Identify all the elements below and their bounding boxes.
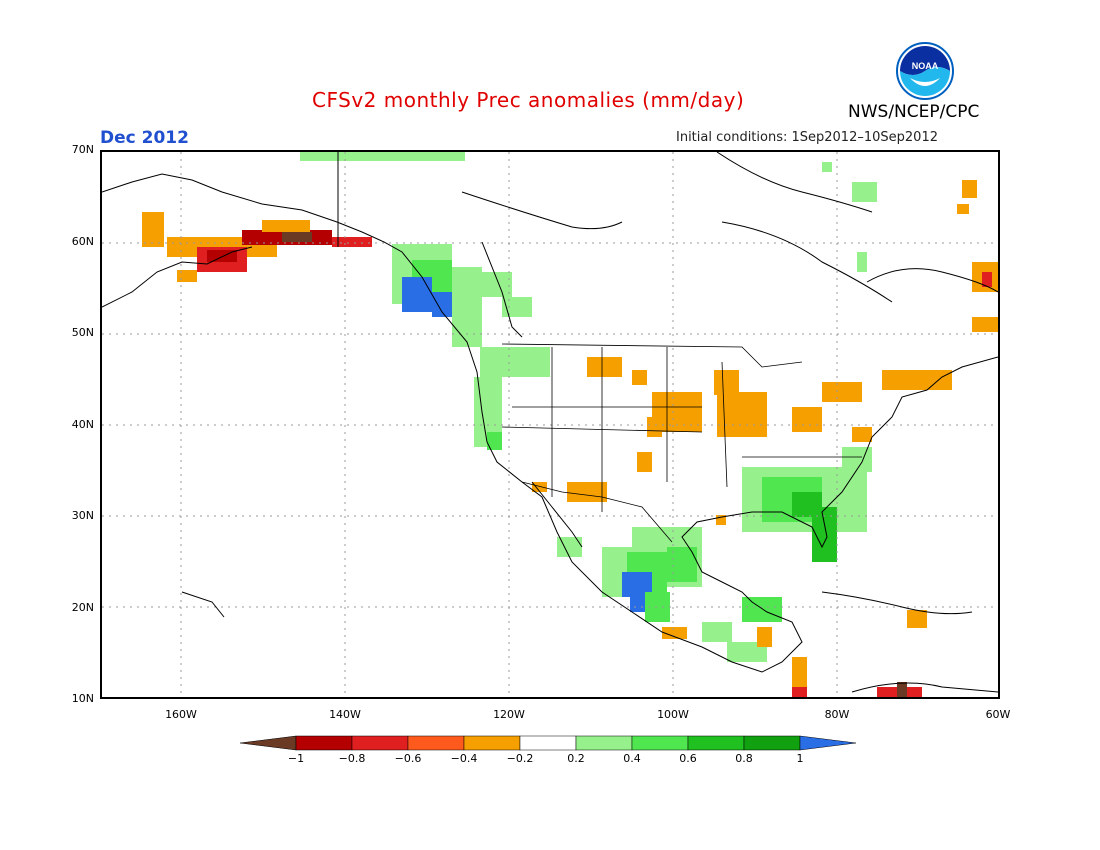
political-boundaries <box>501 343 862 543</box>
colorbar-tick-label: −0.4 <box>450 752 478 765</box>
colorbar-segment <box>519 735 577 751</box>
colorbar-tick-label: 0.6 <box>679 752 697 765</box>
lon-label-120w: 120W <box>493 708 525 721</box>
map-title: CFSv2 monthly Prec anomalies (mm/day) <box>312 88 745 112</box>
lon-label-140w: 140W <box>329 708 361 721</box>
lat-label-70n: 70N <box>71 143 94 156</box>
target-month-label: Dec 2012 <box>100 128 189 148</box>
colorbar-tick-label: −0.6 <box>394 752 422 765</box>
colorbar-tick-label: 0.2 <box>567 752 585 765</box>
lon-label-160w: 160W <box>165 708 197 721</box>
lon-label-60w: 60W <box>985 708 1011 721</box>
map-panel <box>100 150 1000 699</box>
dry-anomaly-cells <box>142 180 998 697</box>
colorbar-segment <box>463 735 521 751</box>
lat-label-10n: 10N <box>71 692 94 705</box>
colorbar-segment <box>631 735 689 751</box>
colorbar-segment <box>351 735 409 751</box>
colorbar-segment <box>407 735 465 751</box>
organization-label: NWS/NCEP/CPC <box>848 102 980 122</box>
colorbar-tick-label: 0.4 <box>623 752 641 765</box>
colorbar-tick-label: −0.8 <box>338 752 366 765</box>
colorbar-segment <box>743 735 801 751</box>
map-canvas <box>102 152 998 697</box>
graticule <box>102 152 998 697</box>
colorbar-arrow-high <box>799 735 857 751</box>
colorbar-segment <box>295 735 353 751</box>
initial-conditions-label: Initial conditions: 1Sep2012–10Sep2012 <box>676 130 938 145</box>
colorbar-segment <box>687 735 745 751</box>
lat-label-20n: 20N <box>71 601 94 614</box>
lon-label-80w: 80W <box>824 708 850 721</box>
colorbar-tick-label: 1 <box>796 752 804 765</box>
lat-label-40n: 40N <box>71 418 94 431</box>
coastlines <box>102 152 998 693</box>
svg-text:NOAA: NOAA <box>912 61 939 71</box>
lon-label-100w: 100W <box>657 708 689 721</box>
colorbar-tick-label: −1 <box>287 752 305 765</box>
colorbar-arrow-low <box>240 735 297 751</box>
color-bar <box>240 735 857 751</box>
noaa-logo: NOAA <box>896 42 954 100</box>
lat-label-50n: 50N <box>71 326 94 339</box>
lat-label-60n: 60N <box>71 235 94 248</box>
colorbar-segment <box>575 735 633 751</box>
colorbar-tick-label: 0.8 <box>735 752 753 765</box>
lat-label-30n: 30N <box>71 509 94 522</box>
colorbar-tick-label: −0.2 <box>506 752 534 765</box>
